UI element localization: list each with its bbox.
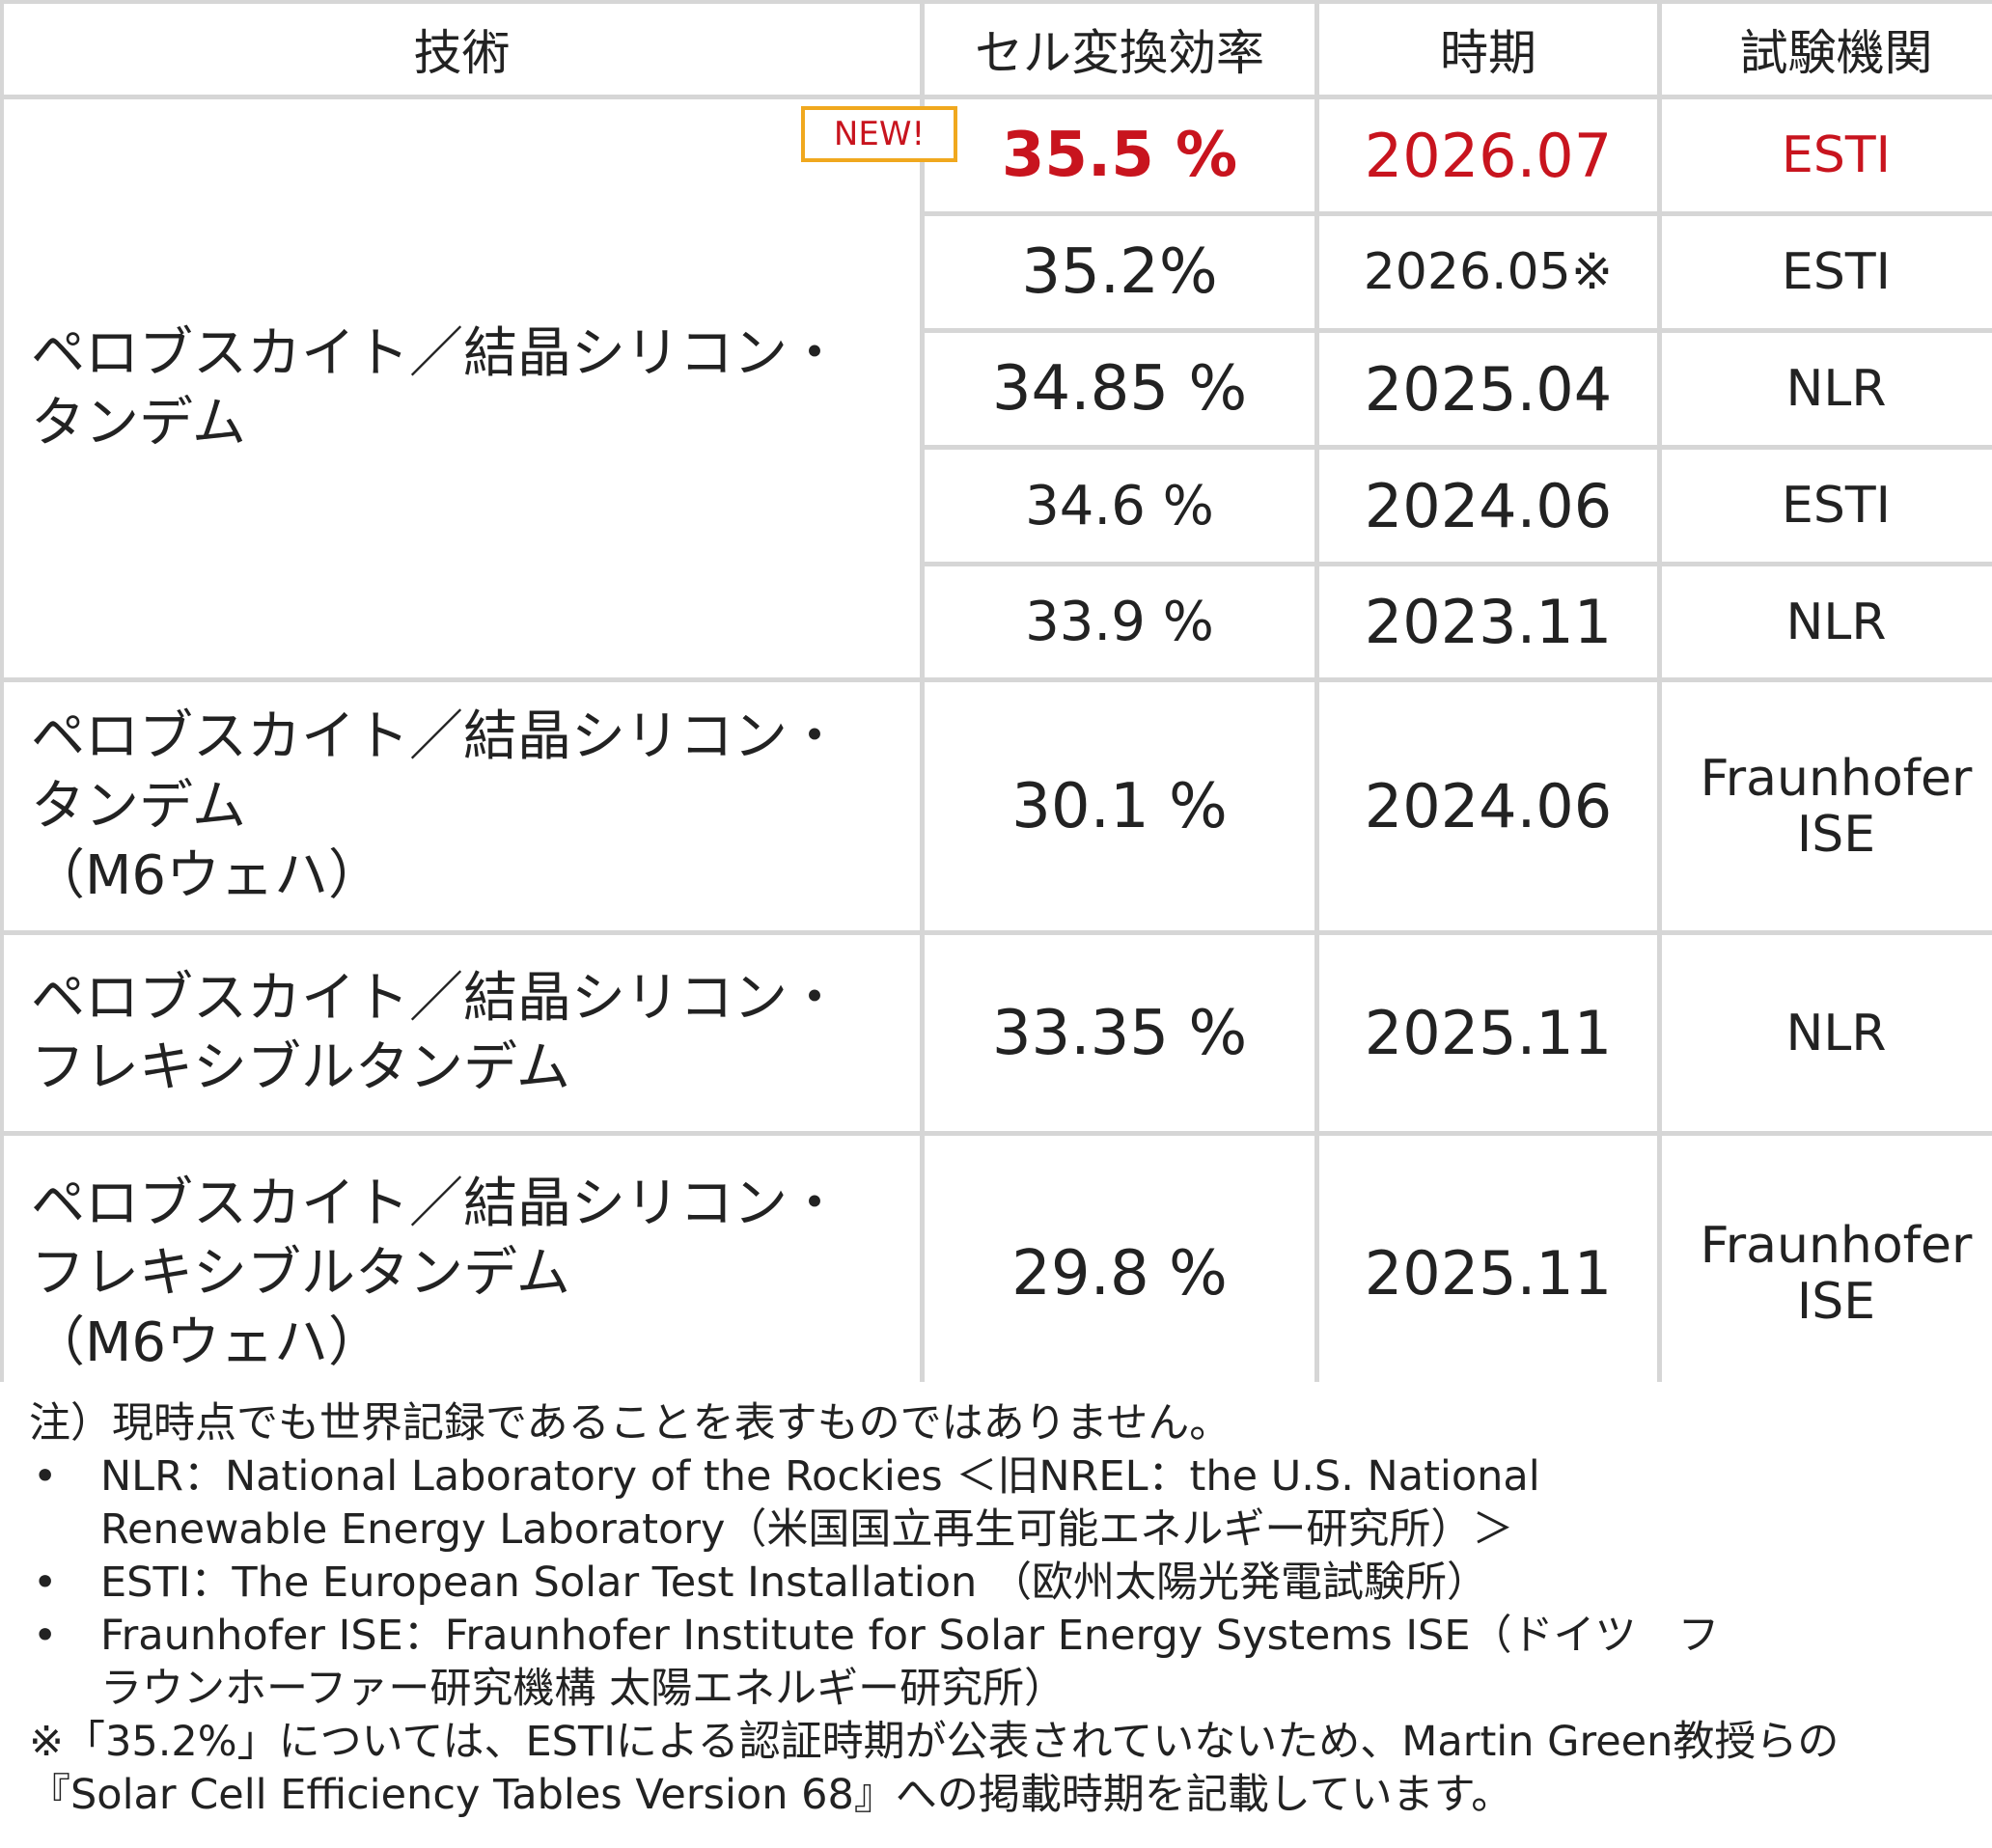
lab-cell: Fraunhofer ISE [1662,682,1992,930]
efficiency-cell: 34.6 % [925,450,1314,562]
list-item: • NLR：National Laboratory of the Rockies… [29,1450,1969,1557]
footnote-text: ※「35.2%」については、ESTIによる認証時期が公表されていないため、Mar… [29,1718,1840,1766]
technology-cell: ペロブスカイト／結晶シリコン・ フレキシブルタンデム （M6ウェハ） [4,1136,920,1411]
header-date: 時期 [1319,4,1657,95]
technology-line: ペロブスカイト／結晶シリコン・ [31,704,842,768]
efficiency-table: 技術 セル変換効率 時期 試験機関 ペロブスカイト／結晶シリコン・ タンデム 3… [0,0,1992,1382]
footnote-text: 『Solar Cell Efficiency Tables Version 68… [29,1771,1513,1819]
header-lab: 試験機関 [1662,4,1992,95]
lab-line: ISE [1796,1272,1876,1331]
date-cell: 2024.06 [1319,682,1657,930]
lab-line: ISE [1796,805,1876,864]
efficiency-cell: 35.5 % [925,99,1314,211]
lab-cell: NLR [1662,333,1992,445]
bullet-text: ESTI：The European Solar Test Installatio… [100,1558,1488,1607]
technology-line: ペロブスカイト／結晶シリコン・ [31,1172,842,1235]
date-cell: 2025.11 [1319,1136,1657,1411]
note-text: 注）現時点でも世界記録であることを表すものではありません。 [29,1399,1231,1448]
lab-cell: NLR [1662,566,1992,677]
lab-cell: ESTI [1662,99,1992,211]
date-cell: 2024.06 [1319,450,1657,562]
lab-cell: ESTI [1662,450,1992,562]
lab-cell: ESTI [1662,216,1992,328]
bullet-text: NLR：National Laboratory of the Rockies ＜… [100,1452,1540,1501]
bullet-icon: • [33,1558,58,1607]
efficiency-cell: 35.2% [925,216,1314,328]
header-efficiency: セル変換効率 [925,4,1314,95]
efficiency-cell: 29.8 % [925,1136,1314,1411]
technology-line: フレキシブルタンデム [31,1241,570,1305]
date-cell: 2026.07 [1319,99,1657,211]
lab-line: Fraunhofer [1700,1216,1973,1275]
bullet-text: ラウンホーファー研究機構 太陽エネルギー研究所） [100,1665,1066,1713]
new-badge: NEW! [801,106,957,162]
technology-cell: ペロブスカイト／結晶シリコン・ タンデム [4,99,920,677]
technology-line: フレキシブルタンデム [31,1035,570,1099]
efficiency-cell: 33.35 % [925,935,1314,1131]
technology-line: ペロブスカイト／結晶シリコン・ [31,321,842,385]
technology-cell: ペロブスカイト／結晶シリコン・ フレキシブルタンデム [4,935,920,1131]
technology-line: （M6ウェハ） [31,1310,382,1374]
efficiency-cell: 34.85 % [925,333,1314,445]
date-cell: 2026.05※ [1319,216,1657,328]
technology-line: タンデム [31,391,246,455]
date-cell: 2025.11 [1319,935,1657,1131]
header-technology: 技術 [4,4,920,95]
list-item: • Fraunhofer ISE：Fraunhofer Institute fo… [29,1610,1969,1716]
efficiency-cell: 30.1 % [925,682,1314,930]
list-item: • ESTI：The European Solar Test Installat… [29,1557,1969,1610]
efficiency-cell: 33.9 % [925,566,1314,677]
technology-line: ペロブスカイト／結晶シリコン・ [31,966,842,1030]
technology-line: （M6ウェハ） [31,843,382,907]
lab-cell: NLR [1662,935,1992,1131]
lab-line: Fraunhofer [1700,749,1973,808]
bullet-text: Fraunhofer ISE：Fraunhofer Institute for … [100,1612,1720,1660]
technology-line: タンデム [31,774,246,838]
lab-cell: Fraunhofer ISE [1662,1136,1992,1411]
notes-section: 注）現時点でも世界記録であることを表すものではありません。 • NLR：Nati… [29,1397,1969,1822]
date-cell: 2023.11 [1319,566,1657,677]
bullet-text: Renewable Energy Laboratory（米国国立再生可能エネルギ… [100,1505,1514,1554]
date-cell: 2025.04 [1319,333,1657,445]
bullet-icon: • [33,1612,58,1660]
technology-cell: ペロブスカイト／結晶シリコン・ タンデム （M6ウェハ） [4,682,920,930]
bullet-icon: • [33,1452,58,1501]
